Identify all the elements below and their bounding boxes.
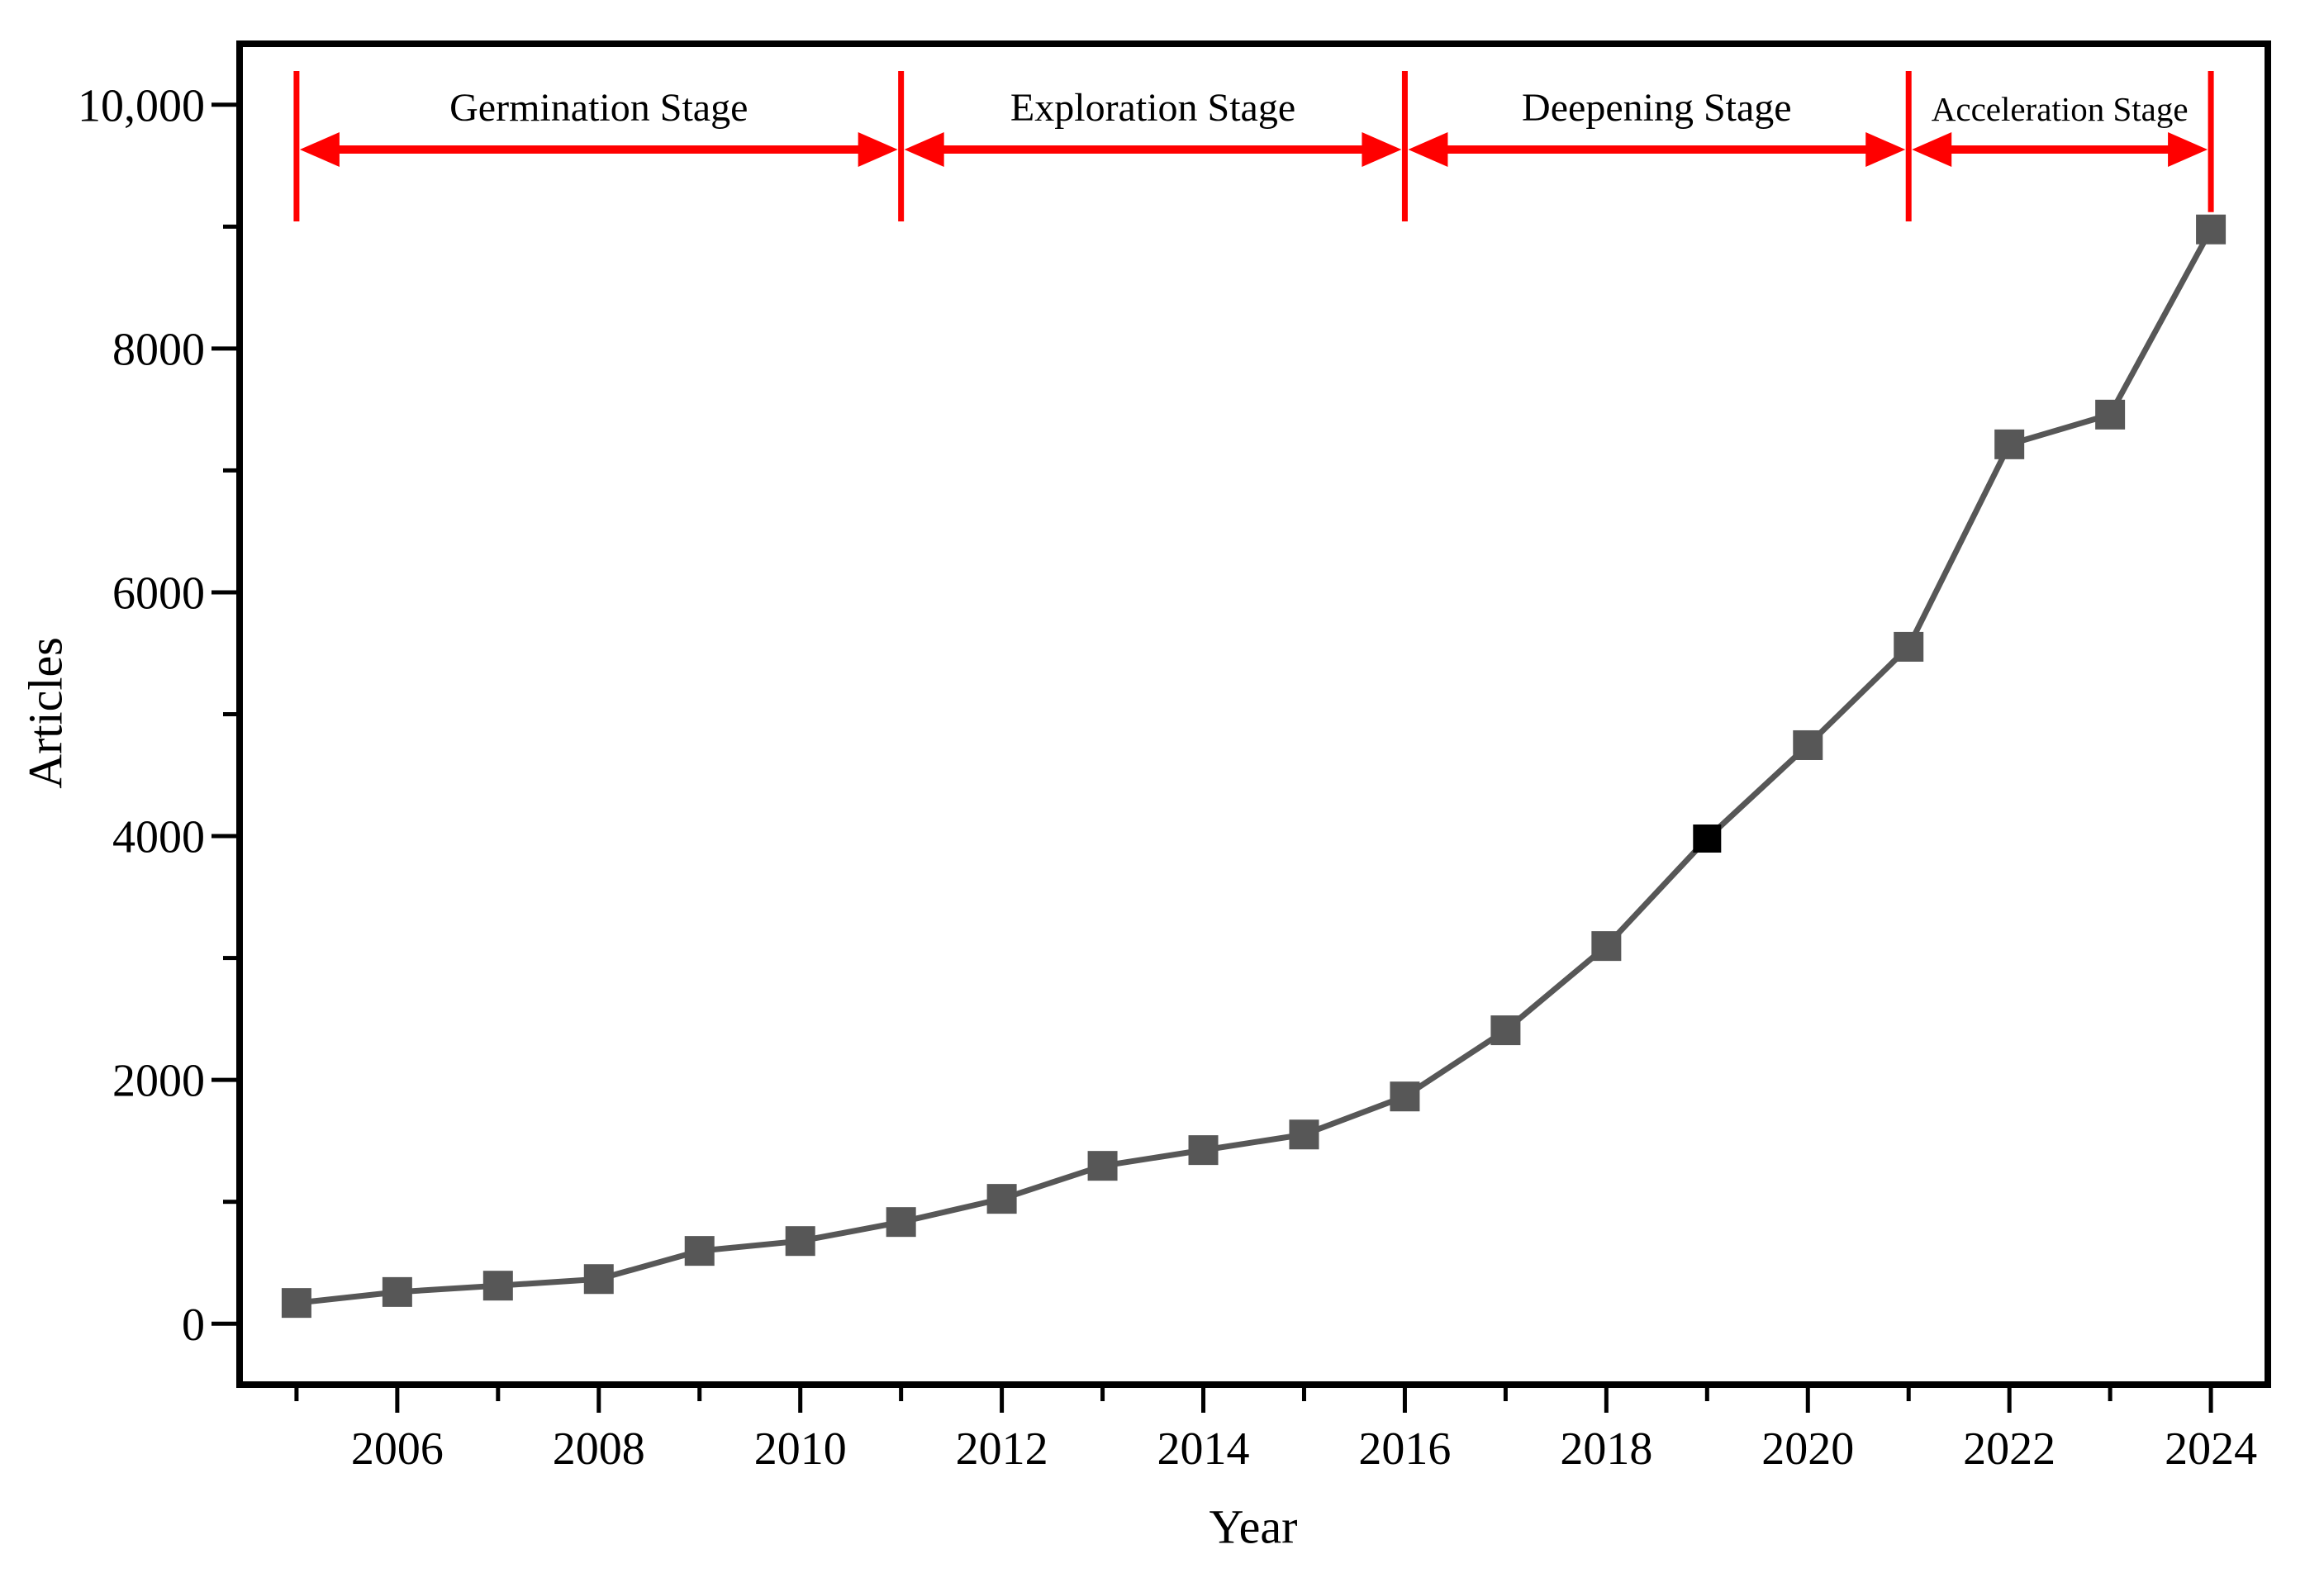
x-tick-label: 2016 <box>1358 1423 1451 1475</box>
data-point-2014 <box>1188 1135 1219 1166</box>
data-point-2006 <box>382 1276 412 1307</box>
data-point-2008 <box>583 1264 614 1295</box>
data-point-2024 <box>2196 214 2227 245</box>
data-point-2023 <box>2095 399 2126 430</box>
y-axis-title: Articles <box>18 637 73 789</box>
x-tick-label: 2010 <box>754 1423 847 1475</box>
x-tick-label: 2020 <box>1761 1423 1854 1475</box>
data-point-2016 <box>1390 1081 1420 1112</box>
x-tick-label: 2008 <box>553 1423 645 1475</box>
data-point-2021 <box>1894 631 1924 662</box>
y-tick-label: 6000 <box>112 568 205 620</box>
stage-label: Exploration Stage <box>1010 86 1295 130</box>
y-tick-label: 4000 <box>112 812 205 863</box>
data-point-2017 <box>1490 1015 1521 1046</box>
data-point-2007 <box>482 1271 513 1301</box>
stage-arrow-head-left <box>1912 132 1952 167</box>
x-tick-label: 2006 <box>351 1423 444 1475</box>
data-point-2020 <box>1793 729 1823 760</box>
stage-arrow-head-left <box>904 132 944 167</box>
x-tick-label: 2012 <box>956 1423 1048 1475</box>
data-point-2018 <box>1591 931 1622 962</box>
x-tick-label: 2022 <box>1963 1423 2055 1475</box>
x-tick-label: 2024 <box>2165 1423 2257 1475</box>
data-point-2009 <box>684 1236 715 1266</box>
stage-arrow-head-right <box>2168 132 2208 167</box>
stage-label: Deepening Stage <box>1522 86 1792 130</box>
data-point-2013 <box>1087 1151 1118 1181</box>
y-tick-label: 10,000 <box>78 80 205 131</box>
data-point-2010 <box>785 1226 815 1257</box>
data-line <box>296 228 2214 1306</box>
x-tick-label: 2018 <box>1560 1423 1652 1475</box>
stage-arrow-head-left <box>1408 132 1448 167</box>
data-point-2015 <box>1289 1119 1319 1150</box>
plot-border <box>236 40 2271 1388</box>
data-point-2005 <box>281 1288 311 1319</box>
y-tick-label: 8000 <box>112 324 205 375</box>
data-point-2019 <box>1693 824 1722 853</box>
x-tick-label: 2014 <box>1157 1423 1250 1475</box>
data-point-2022 <box>1994 429 2025 459</box>
y-tick-label: 0 <box>182 1300 205 1351</box>
stage-label: Germination Stage <box>449 86 748 130</box>
stage-arrow-head-right <box>1865 132 1906 167</box>
stage-label: Acceleration Stage <box>1932 90 2189 128</box>
data-point-2012 <box>986 1184 1017 1214</box>
stage-arrow-head-right <box>1362 132 1402 167</box>
stage-arrow-head-right <box>858 132 898 167</box>
x-axis-title: Year <box>1209 1499 1298 1554</box>
data-point-2011 <box>886 1207 916 1238</box>
stage-arrow-head-left <box>299 132 340 167</box>
y-tick-label: 2000 <box>112 1056 205 1107</box>
